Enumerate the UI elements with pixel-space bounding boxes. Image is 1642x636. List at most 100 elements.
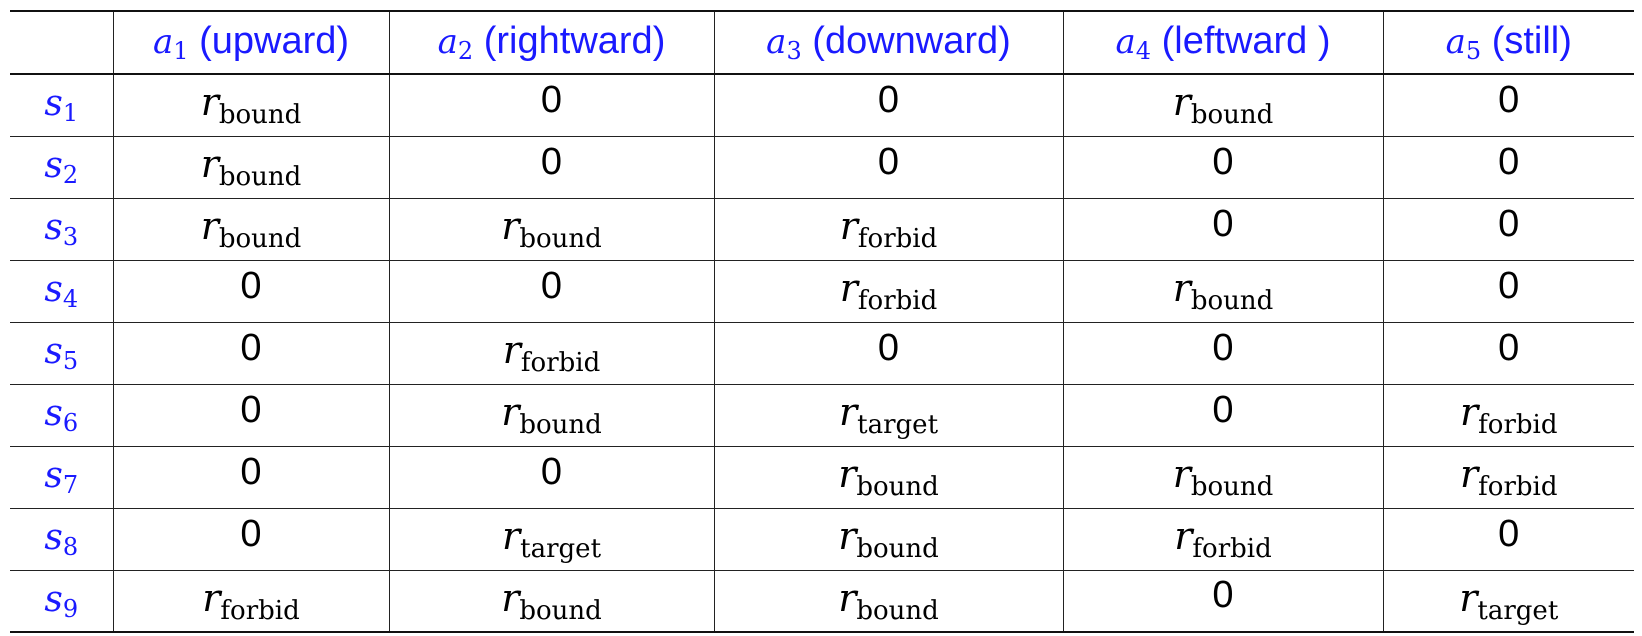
reward-subscript: forbid — [857, 224, 938, 254]
reward-value-forbid: rforbid — [1174, 514, 1271, 564]
action-index: 5 — [1465, 37, 1482, 65]
reward-value-bound: rbound — [838, 576, 939, 626]
reward-cell: rtarget — [713, 384, 1063, 446]
reward-value-zero: 0 — [1212, 388, 1234, 431]
reward-value-zero: 0 — [1498, 202, 1520, 245]
table-row: s3 rbound rbound rforbid 0 0 — [10, 198, 1634, 260]
reward-symbol: r — [501, 204, 520, 248]
reward-table: a1 (upward) a2 (rightward) a3 (downward)… — [10, 10, 1634, 633]
reward-cell: rbound — [1062, 74, 1383, 136]
reward-cell: rforbid — [713, 198, 1063, 260]
reward-cell: rforbid — [713, 260, 1063, 322]
reward-value-bound: rbound — [501, 390, 602, 440]
reward-symbol: r — [838, 452, 857, 496]
state-symbol: s — [44, 331, 63, 372]
reward-subscript: bound — [218, 224, 302, 254]
reward-symbol: r — [200, 204, 219, 248]
reward-value-zero: 0 — [877, 326, 900, 369]
table-row: s9 rforbid rbound rbound 0 rtarget — [10, 570, 1634, 632]
table-row: s2 rbound 0 0 0 0 — [10, 136, 1634, 198]
reward-cell: rbound — [388, 570, 714, 632]
reward-symbol: r — [1460, 452, 1479, 496]
table-header: a1 (upward) a2 (rightward) a3 (downward)… — [10, 11, 1634, 74]
reward-value-zero: 0 — [877, 140, 900, 183]
reward-value-target: rtarget — [839, 390, 938, 440]
reward-symbol: r — [200, 80, 219, 125]
reward-cell: rbound — [713, 570, 1063, 632]
reward-symbol: r — [1174, 514, 1193, 558]
reward-subscript: forbid — [1478, 410, 1558, 440]
reward-cell: 0 — [1382, 198, 1634, 260]
reward-cell: 0 — [1062, 322, 1383, 384]
reward-value-target: rtarget — [502, 514, 601, 564]
reward-cell: rbound — [1062, 260, 1383, 322]
action-label: (upward) — [199, 20, 350, 62]
reward-cell: 0 — [112, 384, 389, 446]
reward-cell: 0 — [1382, 74, 1634, 136]
reward-cell: rbound — [713, 446, 1063, 508]
reward-symbol: r — [501, 514, 521, 558]
reward-value-zero: 0 — [240, 388, 262, 431]
reward-cell: rtarget — [388, 508, 714, 570]
reward-value-forbid: rforbid — [503, 328, 600, 378]
reward-cell: rbound — [388, 198, 714, 260]
state-symbol: s — [44, 269, 63, 310]
reward-subscript: bound — [856, 534, 939, 564]
row-header-s5: s5 — [10, 322, 113, 384]
action-index: 3 — [786, 37, 802, 65]
reward-symbol: r — [839, 266, 858, 310]
action-symbol: a — [1445, 22, 1466, 62]
reward-subscript: bound — [519, 595, 602, 626]
reward-value-zero: 0 — [240, 512, 262, 555]
reward-subscript: bound — [519, 410, 602, 440]
reward-subscript: forbid — [1478, 472, 1558, 502]
reward-value-zero: 0 — [540, 78, 563, 121]
reward-cell: 0 — [112, 446, 389, 508]
reward-value-bound: rbound — [501, 204, 602, 254]
reward-cell: rforbid — [1062, 508, 1383, 570]
row-header-s4: s4 — [10, 260, 113, 322]
reward-cell: rforbid — [1382, 384, 1634, 446]
state-symbol: s — [44, 83, 63, 125]
reward-value-zero: 0 — [240, 450, 262, 493]
reward-value-zero: 0 — [540, 264, 563, 307]
reward-subscript: target — [1477, 595, 1559, 626]
reward-cell: rbound — [112, 136, 389, 198]
reward-value-forbid: rforbid — [1460, 452, 1557, 502]
state-index: 8 — [62, 533, 79, 561]
state-symbol: s — [44, 578, 63, 620]
reward-cell: 0 — [1062, 136, 1383, 198]
state-index: 7 — [62, 471, 79, 499]
action-index: 4 — [1135, 37, 1152, 65]
reward-subscript: forbid — [520, 348, 601, 378]
reward-cell: 0 — [112, 260, 389, 322]
reward-cell: rbound — [388, 384, 714, 446]
state-symbol: s — [44, 517, 63, 558]
state-index: 3 — [62, 223, 79, 251]
action-label: (leftward ) — [1161, 20, 1331, 62]
action-label: (rightward) — [483, 20, 666, 62]
action-symbol: a — [152, 22, 174, 62]
reward-value-forbid: rforbid — [202, 576, 299, 626]
reward-value-zero: 0 — [540, 140, 563, 183]
reward-subscript: forbid — [857, 286, 938, 316]
header-corner-cell — [10, 11, 113, 74]
reward-symbol: r — [838, 575, 857, 620]
state-symbol: s — [44, 145, 63, 186]
column-header-a5: a5 (still) — [1382, 11, 1634, 74]
reward-table-container: a1 (upward) a2 (rightward) a3 (downward)… — [10, 10, 1634, 633]
reward-symbol: r — [501, 575, 520, 620]
reward-value-zero: 0 — [877, 78, 900, 121]
reward-value-zero: 0 — [1212, 326, 1234, 369]
reward-cell: rbound — [112, 74, 389, 136]
reward-cell: 0 — [388, 260, 714, 322]
row-header-s1: s1 — [10, 74, 113, 136]
reward-value-zero: 0 — [540, 450, 563, 493]
reward-symbol: r — [1172, 80, 1191, 125]
reward-subscript: bound — [218, 162, 302, 192]
reward-value-bound: rbound — [501, 576, 602, 626]
reward-symbol: r — [1172, 452, 1191, 496]
reward-value-zero: 0 — [1498, 264, 1520, 307]
state-index: 2 — [62, 161, 79, 189]
reward-symbol: r — [202, 575, 221, 620]
